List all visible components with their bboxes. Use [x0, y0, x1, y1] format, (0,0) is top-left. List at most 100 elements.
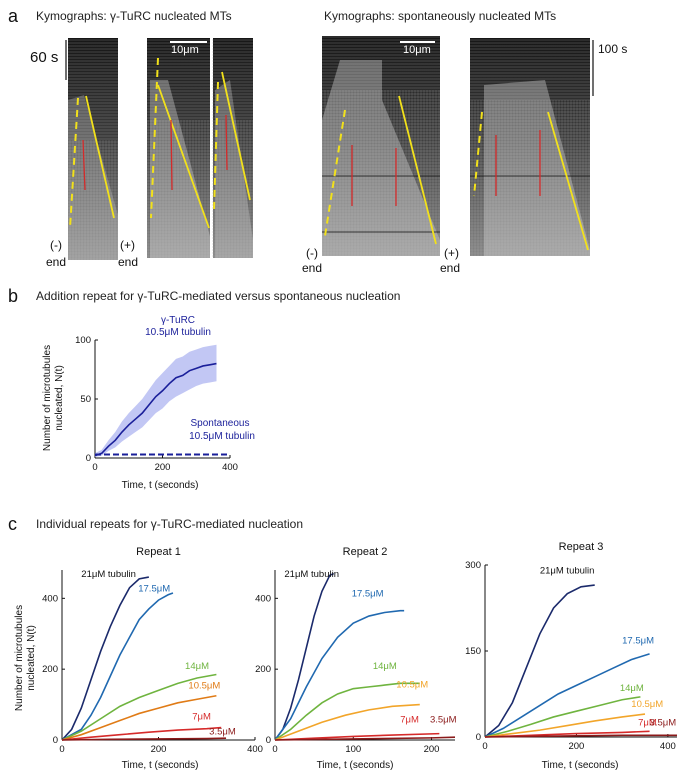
time-bar-right-label: 100 s — [598, 42, 627, 56]
plus-end-label-2: (+) — [444, 246, 459, 260]
c1-xtick-label: 200 — [151, 744, 167, 755]
annot-spon-2: 10.5μM tubulin — [189, 431, 255, 442]
kymograph-2 — [147, 38, 253, 258]
b-xtick-label: 200 — [155, 462, 171, 473]
c3-ytick-label: 0 — [476, 732, 481, 743]
b-ytick-label: 50 — [80, 394, 91, 405]
minus-end-label-2b: end — [302, 261, 322, 275]
c2-ytick-label: 0 — [266, 735, 271, 746]
kymo1-dashed-line — [69, 97, 79, 229]
b-xlabel: Time, t (seconds) — [122, 480, 199, 491]
plus-end-label-2b: end — [440, 261, 460, 275]
b-ytick-label: 0 — [86, 453, 91, 464]
panel-b-letter: b — [8, 286, 18, 306]
c1-series-2 — [61, 673, 217, 741]
c3-title: Repeat 3 — [559, 541, 604, 553]
c2-ytick-label: 200 — [255, 664, 271, 675]
c3-xlabel: Time, t (seconds) — [542, 760, 619, 771]
plus-end-label-1: (+) — [120, 238, 135, 252]
kymo3-growth-line — [398, 95, 437, 245]
c2-series-4 — [274, 732, 440, 741]
kymo4-dashed-line — [473, 111, 483, 197]
panel-b-title: Addition repeat for γ-TuRC-mediated vers… — [36, 289, 400, 303]
panel-c-letter: c — [8, 514, 17, 534]
c3-ytick-label: 300 — [465, 560, 481, 571]
kymo4-growth-line — [547, 111, 589, 251]
c1-series-label-0: 21μM tubulin — [81, 569, 136, 580]
scale-bar-1-label: 10μm — [171, 44, 199, 56]
kymo1-growth-line — [85, 95, 115, 219]
c3-series-label-0: 21μM tubulin — [540, 566, 595, 577]
b-xtick-label: 400 — [222, 462, 238, 473]
kymo2-red-line — [170, 119, 173, 191]
c2-xtick-label: 0 — [272, 744, 277, 755]
c3-ytick-label: 150 — [465, 646, 481, 657]
c3-series-2 — [484, 696, 641, 738]
annot-turc-2: 10.5μM tubulin — [145, 327, 211, 338]
c2-series-5 — [274, 736, 456, 741]
c3-series-label-4: 7μM — [638, 718, 657, 729]
c1-series-label-4: 7μM — [192, 711, 211, 722]
kymo3-dashed-line — [324, 109, 346, 237]
chart-c3: Repeat 3 0 200 400 0 150 300 21μM tubulin 17.5μM… — [465, 541, 677, 752]
c3-series-label-3: 10.5μM — [631, 699, 663, 710]
chart-c2: Repeat 2 0 100 200 0 200 400 21μM tubulin 17.5μM… — [255, 546, 456, 755]
c1-ytick-label: 400 — [42, 593, 58, 604]
c2-ytick-label: 400 — [255, 593, 271, 604]
kymograph-1 — [68, 38, 118, 260]
b-ylabel-1: Number of microtubules — [42, 345, 53, 451]
c3-series-5 — [484, 734, 677, 738]
panel-a-letter: a — [8, 6, 19, 26]
minus-end-label-2: (-) — [306, 246, 318, 260]
c1-series-0 — [61, 576, 149, 741]
c1-series-label-3: 10.5μM — [188, 681, 220, 692]
c2-series-1 — [274, 609, 405, 741]
c2-series-label-3: 10.5μM — [396, 680, 428, 691]
b-ytick-label: 100 — [75, 335, 91, 346]
c2-series-0 — [274, 572, 335, 741]
plus-end-label-1b: end — [118, 255, 138, 269]
b-ylabel-2: nucleated, N(t) — [54, 365, 65, 431]
scale-bar-2-label: 10μm — [403, 44, 431, 56]
annot-turc-1: γ-TuRC — [161, 315, 195, 326]
chart-b: 0 200 400 0 50 100 — [75, 335, 238, 473]
kymo2-dashed-line — [150, 57, 159, 219]
c1-series-1 — [61, 592, 174, 741]
chart-c1: Repeat 1 0 200 400 0 200 400 21μM tubulin17.5μM… — [42, 546, 263, 755]
c2-series-label-1: 17.5μM — [352, 589, 384, 600]
c2-series-3 — [274, 703, 420, 741]
kymo2b-dashed-line — [213, 81, 219, 211]
c2-series-label-0: 21μM tubulin — [284, 569, 339, 580]
c1-series-3 — [61, 694, 217, 741]
c2-series-label-4: 7μM — [400, 714, 419, 725]
panel-c-title: Individual repeats for γ-TuRC-mediated n… — [36, 517, 303, 531]
c2-title: Repeat 2 — [343, 546, 388, 558]
c2-series-2 — [274, 682, 420, 741]
kymo2b-growth-line — [221, 71, 251, 201]
c1-series-4 — [61, 726, 222, 741]
c1-xtick-label: 400 — [247, 744, 263, 755]
c3-series-label-2: 14μM — [620, 683, 644, 694]
c3-series-0 — [484, 584, 595, 738]
c3-series-label-5: 3.5μM — [650, 718, 677, 729]
c1-series-5 — [61, 737, 227, 741]
c2-xtick-label: 100 — [345, 744, 361, 755]
c3-xtick-label: 0 — [482, 741, 487, 752]
c2-xlabel: Time, t (seconds) — [317, 760, 394, 771]
c3-series-1 — [484, 653, 650, 738]
panel-a-title-right: Kymographs: spontaneously nucleated MTs — [324, 9, 556, 23]
c3-series-label-1: 17.5μM — [622, 636, 654, 647]
c2-xtick-label: 200 — [424, 744, 440, 755]
c1-series-label-2: 14μM — [185, 661, 209, 672]
c1-series-label-5: 3.5μM — [209, 727, 236, 738]
c1-xtick-label: 0 — [59, 744, 64, 755]
c2-series-label-2: 14μM — [373, 661, 397, 672]
b-xtick-label: 0 — [92, 462, 97, 473]
b-series-0 — [94, 362, 217, 457]
time-bar-left-label: 60 s — [30, 49, 58, 66]
c1-title: Repeat 1 — [136, 546, 181, 558]
kymo2b-red-line — [225, 114, 228, 171]
c1-ytick-label: 0 — [53, 735, 58, 746]
c-ylabel-1: Number of microtubules — [14, 605, 25, 711]
